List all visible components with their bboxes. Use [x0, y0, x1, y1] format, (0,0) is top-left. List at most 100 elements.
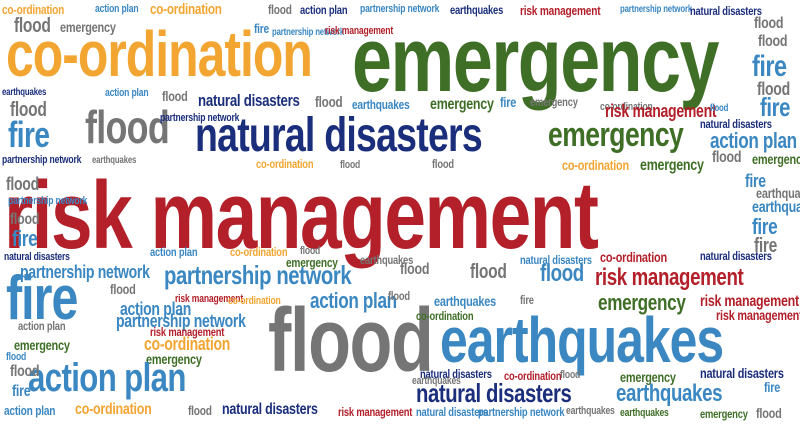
word-earthquakes: earthquakes: [412, 375, 461, 387]
word-flood: flood: [188, 403, 212, 418]
word-natural-disasters: natural disasters: [420, 367, 492, 381]
word-emergency: emergency: [60, 19, 116, 35]
word-flood: flood: [162, 88, 188, 104]
word-co-ordination: co-ordination: [600, 249, 667, 265]
word-earthquakes: earthquakes: [756, 185, 800, 201]
word-natural-disasters: natural disasters: [222, 401, 318, 418]
word-flood: flood: [340, 159, 361, 171]
word-flood: flood: [6, 174, 39, 194]
word-fire: fire: [764, 379, 781, 395]
word-flood: flood: [14, 15, 51, 37]
word-fire: fire: [12, 383, 31, 400]
word-co-ordination: co-ordination: [416, 309, 474, 323]
word-co-ordination: co-ordination: [228, 295, 281, 307]
word-flood: flood: [6, 351, 27, 363]
word-emergency: emergency: [286, 255, 338, 270]
word-flood: flood: [756, 405, 782, 421]
word-partnership-network: partnership network: [160, 112, 240, 124]
word-fire: fire: [254, 21, 269, 36]
word-flood: flood: [10, 363, 40, 380]
word-flood-medium: flood: [85, 101, 170, 153]
word-risk-management: risk management: [338, 405, 413, 419]
word-flood: flood: [712, 149, 742, 166]
word-earthquakes-large: earthquakes: [440, 304, 724, 376]
word-co-ordination: co-ordination: [504, 369, 562, 383]
word-emergency: emergency: [640, 157, 704, 174]
word-earthquakes: earthquakes: [752, 199, 800, 216]
word-fire-large: fire: [6, 264, 78, 333]
word-fire: fire: [12, 226, 38, 251]
word-earthquakes: earthquakes: [434, 293, 496, 309]
word-flood: flood: [560, 369, 581, 381]
word-flood: flood: [754, 15, 784, 32]
word-natural-disasters: natural disasters: [4, 251, 70, 263]
word-earthquakes: earthquakes: [92, 155, 137, 166]
word-flood: flood: [710, 103, 729, 114]
word-co-ordination-large: co-ordination: [6, 18, 313, 90]
word-flood: flood: [10, 211, 40, 228]
word-action-plan: action plan: [105, 87, 149, 99]
word-partnership-network: partnership network: [20, 262, 150, 282]
word-flood: flood: [388, 289, 410, 303]
word-risk-management: risk management: [716, 307, 800, 323]
word-natural-disasters: natural disasters: [700, 249, 772, 263]
word-risk-management: risk management: [520, 3, 601, 18]
word-earthquakes: earthquakes: [2, 87, 47, 98]
word-natural-disasters: natural disasters: [520, 253, 592, 267]
word-earthquakes-medium: earthquakes: [616, 380, 723, 407]
word-partnership-network-medium: partnership network: [164, 260, 352, 290]
word-flood: flood: [300, 245, 321, 257]
word-flood: flood: [268, 2, 292, 17]
word-partnership-network: partnership network: [272, 27, 345, 38]
word-partnership-network: partnership network: [360, 3, 440, 15]
word-partnership-network: partnership network: [8, 195, 88, 207]
word-flood: flood: [315, 94, 343, 111]
word-earthquakes: earthquakes: [620, 407, 669, 419]
word-fire: fire: [760, 92, 790, 122]
word-fire: fire: [752, 50, 787, 83]
word-co-ordination: co-ordination: [230, 245, 288, 259]
word-co-ordination: co-ordination: [2, 2, 65, 17]
word-risk-management: risk management: [325, 25, 394, 37]
word-flood: flood: [432, 157, 454, 171]
word-risk-management: risk management: [175, 293, 244, 305]
word-emergency: emergency: [430, 96, 494, 113]
word-action-plan: action plan: [300, 3, 348, 17]
word-fire: fire: [8, 114, 50, 155]
word-action-plan: action plan: [18, 319, 66, 333]
word-action-plan: action plan: [95, 3, 139, 15]
word-co-ordination: co-ordination: [75, 401, 152, 418]
word-action-plan: action plan: [710, 128, 797, 153]
word-natural-disasters: natural disasters: [690, 4, 762, 18]
word-emergency: emergency: [700, 407, 748, 421]
word-flood: flood: [758, 33, 788, 50]
word-emergency-large: emergency: [352, 9, 719, 111]
word-fire: fire: [752, 214, 778, 239]
word-emergency: emergency: [14, 337, 70, 353]
word-flood: flood: [10, 99, 47, 121]
word-emergency: emergency: [146, 351, 202, 367]
word-action-plan: action plan: [120, 299, 192, 319]
word-partnership-network: partnership network: [116, 311, 246, 331]
word-action-plan-medium: action plan: [310, 288, 397, 313]
word-partnership-network: partnership network: [620, 4, 693, 15]
word-co-ordination: co-ordination: [256, 157, 314, 171]
word-earthquakes: earthquakes: [566, 405, 615, 417]
word-risk-management-medium: risk management: [595, 264, 744, 291]
word-fire: fire: [754, 235, 778, 257]
word-natural-disasters: natural disasters: [700, 365, 784, 381]
word-natural-disasters: natural disasters: [416, 405, 488, 419]
word-partnership-network: partnership network: [478, 405, 565, 419]
word-emergency-medium: emergency: [548, 116, 684, 154]
word-co-ordination: co-ordination: [600, 101, 653, 113]
word-partnership-network: partnership network: [2, 154, 82, 166]
word-earthquakes: earthquakes: [352, 97, 410, 112]
word-risk-management: risk management: [700, 293, 799, 310]
word-natural-disasters-large: natural disasters: [195, 109, 483, 162]
word-fire: fire: [500, 94, 517, 110]
word-flood: flood: [110, 281, 136, 297]
word-fire: fire: [520, 293, 534, 307]
word-emergency: emergency: [752, 151, 800, 167]
word-emergency: emergency: [620, 369, 676, 385]
